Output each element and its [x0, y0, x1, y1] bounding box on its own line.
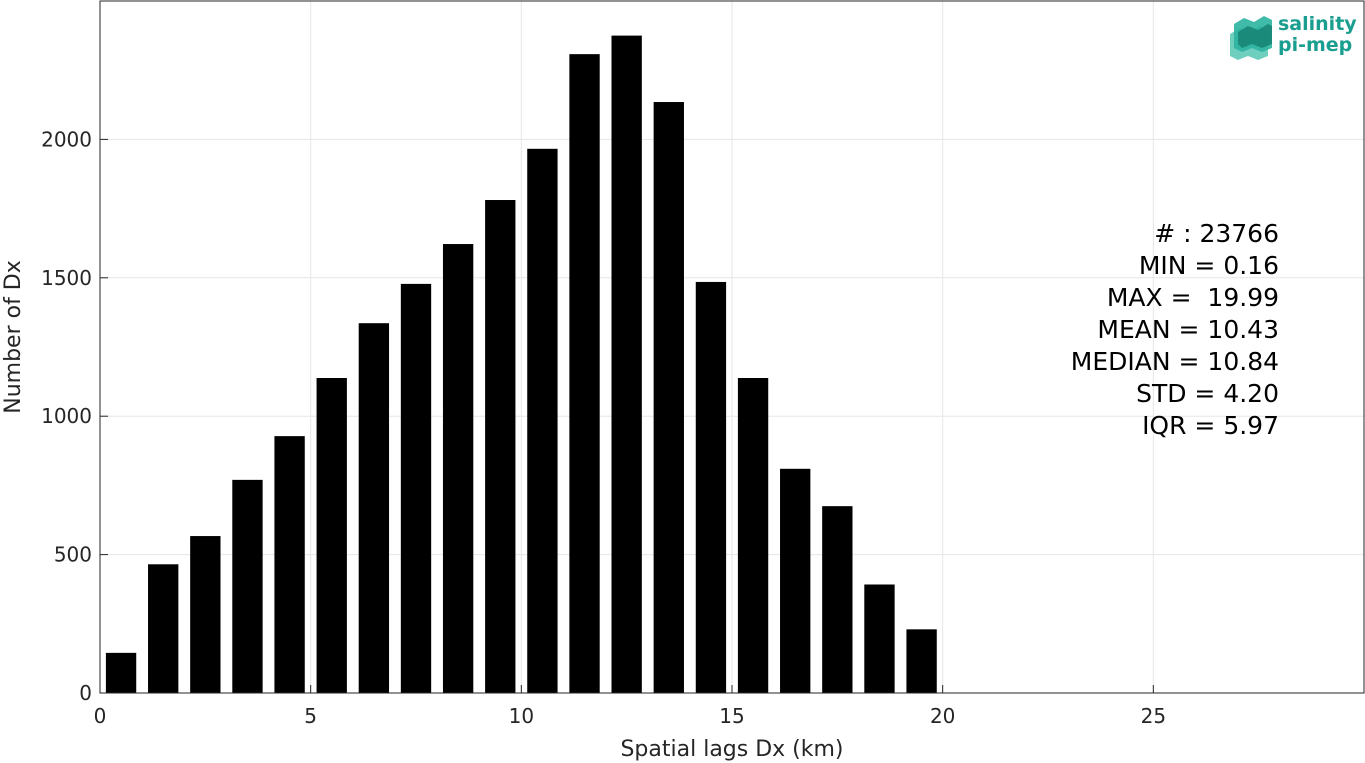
- histogram-bar: [527, 148, 558, 693]
- stat-count: # : 23766: [1154, 219, 1279, 248]
- stat-max: MAX = 19.99: [1106, 283, 1279, 312]
- histogram-bar: [653, 102, 684, 694]
- histogram-bar: [737, 378, 769, 693]
- y-tick-label: 1500: [41, 266, 92, 290]
- histogram-bar: [358, 323, 390, 693]
- x-tick-label: 5: [304, 704, 317, 728]
- histogram-bar: [485, 200, 516, 693]
- histogram-bar: [695, 281, 727, 693]
- statistics-box: # : 23766 MIN = 0.16 MAX = 19.99 MEAN = …: [1071, 218, 1279, 442]
- stat-iqr: IQR = 5.97: [1142, 411, 1279, 440]
- logo-line1: salinity: [1278, 13, 1357, 35]
- histogram-bar: [611, 35, 642, 694]
- histogram-bar: [400, 283, 432, 693]
- histogram-bar: [780, 468, 811, 693]
- y-tick-label: 0: [79, 681, 92, 705]
- histogram-bar: [232, 479, 263, 693]
- histogram-bar: [442, 244, 474, 693]
- x-tick-label: 20: [930, 704, 955, 728]
- stat-median: MEDIAN = 10.84: [1070, 347, 1279, 376]
- y-tick-label: 1000: [41, 404, 92, 428]
- histogram-bar: [274, 436, 305, 693]
- histogram-bar: [316, 378, 347, 693]
- histogram-bar: [569, 54, 600, 693]
- salinity-pimep-logo: salinity pi-mep: [1228, 14, 1358, 62]
- histogram-bar: [190, 536, 221, 693]
- histogram-bar: [864, 584, 895, 693]
- y-tick-label: 500: [54, 543, 92, 567]
- x-tick-label: 10: [509, 704, 534, 728]
- x-tick-label: 25: [1141, 704, 1166, 728]
- stat-min: MIN = 0.16: [1138, 251, 1279, 280]
- stat-mean: MEAN = 10.43: [1097, 315, 1279, 344]
- histogram-bar: [822, 506, 853, 693]
- x-tick-label: 15: [719, 704, 744, 728]
- wave-logo-icon: [1230, 16, 1272, 60]
- y-tick-label: 2000: [41, 127, 92, 151]
- x-tick-label: 0: [94, 704, 107, 728]
- histogram-bar: [105, 652, 137, 693]
- logo-line2: pi-mep: [1278, 34, 1353, 56]
- bars: [105, 35, 937, 694]
- stat-std: STD = 4.20: [1136, 379, 1279, 408]
- axis-ticks: 0 5 10 15 20 25 0 500 1000 1500 2000: [41, 127, 1166, 728]
- x-axis-label: Spatial lags Dx (km): [620, 737, 843, 762]
- histogram-bar: [906, 629, 937, 693]
- histogram-bar: [148, 564, 179, 693]
- y-axis-label: Number of Dx: [1, 260, 26, 414]
